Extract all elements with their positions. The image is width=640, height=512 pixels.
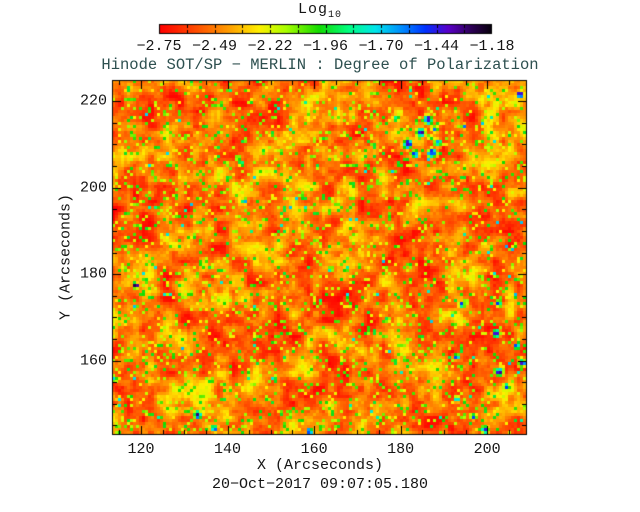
colorbar-title: Log10 (0, 1, 640, 21)
y-tick-label: 180 (79, 265, 107, 283)
colorbar-tick-label: −2.49 (191, 38, 238, 55)
x-axis-label: X (Arcseconds) (256, 457, 384, 474)
colorbar-tick-label: −1.18 (469, 38, 515, 55)
x-tick-label: 160 (300, 441, 328, 458)
x-tick-label: 180 (387, 441, 415, 458)
y-tick-label: 160 (79, 352, 107, 370)
colorbar-tick-label: −2.22 (247, 38, 293, 55)
plot-title: Hinode SOT/SP − MERLIN : Degree of Polar… (101, 56, 539, 74)
y-tick-label: 220 (79, 92, 107, 110)
x-tick-label: 200 (473, 441, 501, 458)
timestamp: 20−Oct−2017 09:07:05.180 (211, 476, 429, 493)
colorbar-tick-label: −1.44 (413, 38, 460, 55)
colorbar-tick-label: −2.75 (136, 38, 182, 55)
x-tick-label: 140 (214, 441, 242, 458)
colorbar-title-base: Log (297, 1, 328, 18)
colorbar-tick-label: −1.96 (302, 38, 349, 55)
colorbar-tick-label: −1.70 (358, 38, 404, 55)
y-tick-label: 200 (79, 179, 107, 197)
colorbar-title-sub: 10 (328, 10, 343, 21)
x-tick-label: 120 (127, 441, 155, 458)
y-axis-label: Y (Arcseconds) (57, 193, 75, 321)
